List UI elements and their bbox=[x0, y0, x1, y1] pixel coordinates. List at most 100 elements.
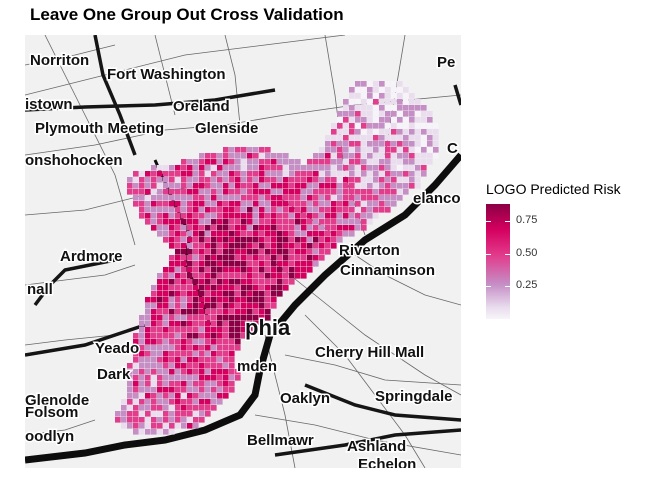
risk-cell bbox=[205, 207, 211, 213]
risk-cell bbox=[169, 177, 175, 183]
risk-cell bbox=[169, 285, 175, 291]
risk-cell bbox=[253, 159, 259, 165]
risk-cell bbox=[211, 159, 217, 165]
risk-cell bbox=[199, 213, 205, 219]
risk-cell bbox=[367, 159, 373, 165]
risk-cell bbox=[247, 189, 253, 195]
risk-cell bbox=[235, 177, 241, 183]
risk-cell bbox=[277, 261, 283, 267]
risk-cell bbox=[301, 195, 307, 201]
risk-cell bbox=[379, 183, 385, 189]
risk-cell bbox=[205, 339, 211, 345]
risk-cell bbox=[139, 201, 145, 207]
place-label-fort-washington: Fort Washington bbox=[107, 66, 226, 83]
risk-cell bbox=[253, 309, 259, 315]
risk-cell bbox=[157, 315, 163, 321]
risk-cell bbox=[181, 351, 187, 357]
risk-cell bbox=[157, 339, 163, 345]
risk-cell bbox=[427, 135, 433, 141]
risk-cell bbox=[127, 399, 133, 405]
risk-cell bbox=[403, 165, 409, 171]
risk-cell bbox=[151, 423, 157, 429]
risk-cell bbox=[307, 183, 313, 189]
risk-cell bbox=[391, 153, 397, 159]
risk-cell bbox=[181, 171, 187, 177]
risk-cell bbox=[385, 165, 391, 171]
risk-cell bbox=[295, 183, 301, 189]
risk-cell bbox=[283, 285, 289, 291]
map-panel[interactable]: Norriton Fort Washington Pe istown Oreland Pl… bbox=[25, 35, 461, 468]
risk-cell bbox=[151, 177, 157, 183]
risk-cell bbox=[211, 399, 217, 405]
risk-cell bbox=[205, 411, 211, 417]
risk-cell bbox=[139, 213, 145, 219]
risk-cell bbox=[289, 201, 295, 207]
risk-cell bbox=[235, 267, 241, 273]
risk-cell bbox=[211, 255, 217, 261]
risk-cell bbox=[157, 303, 163, 309]
risk-cell bbox=[205, 177, 211, 183]
risk-cell bbox=[421, 117, 427, 123]
risk-cell bbox=[307, 255, 313, 261]
risk-cell bbox=[397, 171, 403, 177]
risk-cell bbox=[223, 303, 229, 309]
risk-cell bbox=[265, 147, 271, 153]
risk-cell bbox=[169, 381, 175, 387]
risk-cell bbox=[337, 231, 343, 237]
risk-cell bbox=[373, 177, 379, 183]
risk-cell bbox=[379, 111, 385, 117]
risk-cell bbox=[187, 261, 193, 267]
risk-cell bbox=[301, 231, 307, 237]
risk-cell bbox=[259, 207, 265, 213]
risk-cell bbox=[259, 255, 265, 261]
risk-cell bbox=[151, 369, 157, 375]
risk-cell bbox=[379, 195, 385, 201]
risk-cell bbox=[283, 231, 289, 237]
risk-cell bbox=[259, 291, 265, 297]
risk-cell bbox=[295, 171, 301, 177]
risk-cell bbox=[175, 327, 181, 333]
risk-cell bbox=[145, 189, 151, 195]
risk-cell bbox=[301, 237, 307, 243]
risk-cell bbox=[187, 327, 193, 333]
risk-cell bbox=[199, 399, 205, 405]
risk-cell bbox=[385, 141, 391, 147]
risk-cell bbox=[379, 153, 385, 159]
risk-cell bbox=[355, 105, 361, 111]
risk-cell bbox=[241, 303, 247, 309]
risk-cell bbox=[373, 201, 379, 207]
risk-cell bbox=[193, 165, 199, 171]
risk-cell bbox=[265, 189, 271, 195]
risk-cell bbox=[139, 387, 145, 393]
risk-cell bbox=[247, 297, 253, 303]
risk-cell bbox=[403, 135, 409, 141]
risk-cell bbox=[145, 297, 151, 303]
risk-cell bbox=[319, 249, 325, 255]
risk-cell bbox=[241, 327, 247, 333]
risk-cell bbox=[145, 207, 151, 213]
risk-cell bbox=[169, 357, 175, 363]
risk-cell bbox=[193, 237, 199, 243]
risk-cell bbox=[133, 333, 139, 339]
risk-cell bbox=[169, 219, 175, 225]
risk-cell bbox=[301, 261, 307, 267]
risk-cell bbox=[139, 327, 145, 333]
risk-cell bbox=[373, 105, 379, 111]
risk-cell bbox=[397, 129, 403, 135]
risk-cell bbox=[397, 183, 403, 189]
risk-cell bbox=[295, 213, 301, 219]
risk-cell bbox=[259, 201, 265, 207]
risk-cell bbox=[409, 171, 415, 177]
risk-cell bbox=[151, 363, 157, 369]
risk-cell bbox=[349, 123, 355, 129]
risk-cell bbox=[313, 237, 319, 243]
risk-cell bbox=[145, 309, 151, 315]
risk-cell bbox=[349, 105, 355, 111]
risk-cell bbox=[217, 249, 223, 255]
risk-cell bbox=[163, 219, 169, 225]
risk-cell bbox=[319, 153, 325, 159]
risk-cell bbox=[187, 309, 193, 315]
risk-cell bbox=[409, 117, 415, 123]
risk-cell bbox=[175, 177, 181, 183]
risk-cell bbox=[217, 177, 223, 183]
